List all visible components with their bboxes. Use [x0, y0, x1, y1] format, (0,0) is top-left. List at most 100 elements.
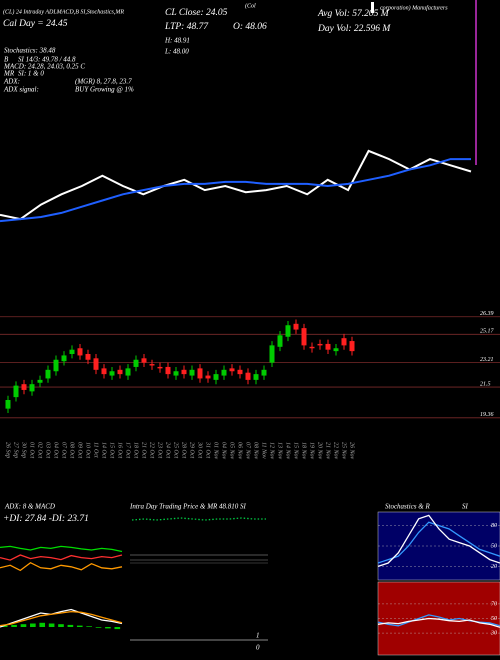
x-tick-label: 15 Oct [109, 442, 115, 458]
ltp-label: LTP: 48.77 [164, 22, 209, 32]
candle-body [245, 372, 251, 380]
series-line [377, 521, 500, 564]
histogram-bar [76, 625, 83, 627]
histogram-bar [1, 625, 8, 627]
x-tick-label: 25 Oct [173, 442, 179, 458]
company-label: corporation) Manufacturers [380, 4, 448, 11]
x-tick-label: 06 Nov [237, 442, 243, 460]
x-tick-label: 04 Nov [221, 442, 228, 460]
candle-body [221, 369, 227, 376]
x-tick-label: 10 Oct [85, 442, 91, 458]
x-tick-label: 01 Nov [213, 442, 219, 460]
y-tick-label: 80 [491, 523, 497, 529]
histogram-bar [20, 624, 27, 627]
x-tick-label: 08 Nov [253, 442, 259, 460]
candle-body [181, 369, 187, 375]
adx-values: (MGR) 8, 27.8, 23.7 [75, 78, 132, 86]
candle-body [125, 368, 131, 376]
x-tick-label: 27 Sep [13, 442, 19, 458]
x-tick-label: 11 Nov [261, 442, 267, 459]
candle-body [189, 369, 195, 376]
candle-body [141, 358, 147, 363]
x-tick-label: 20 Nov [317, 442, 323, 460]
candle-body [349, 341, 355, 352]
annotation: 1 [256, 632, 260, 640]
candle-body [197, 368, 203, 379]
day-label: Cal Day = 24.45 [3, 19, 68, 29]
x-tick-label: 26 Nov [349, 442, 355, 460]
y-tick-label: 70 [491, 601, 497, 607]
x-tick-label: 31 Oct [205, 441, 211, 458]
y-tick-label: 25.17 [480, 329, 495, 335]
y-tick-label: 50 [491, 543, 497, 549]
series-line [0, 561, 123, 572]
mr-si-label: SI: 1 & 0 [18, 70, 44, 78]
x-tick-label: 04 Oct [53, 442, 60, 458]
candle-body [309, 346, 315, 349]
series-line [0, 158, 471, 223]
candle-body [117, 369, 123, 375]
histogram-bar [86, 626, 92, 627]
candle-body [5, 400, 11, 409]
stochastics-label: Stochastics: 38.48 [4, 47, 56, 55]
series-line [0, 554, 123, 561]
x-tick-label: 30 Oct [197, 441, 203, 458]
high-label: H: 48.91 [164, 37, 190, 45]
candle-body [205, 375, 211, 379]
candle-body [85, 354, 91, 360]
adx-label: ADX: [3, 78, 20, 86]
y-tick-label: 23.21 [480, 357, 494, 363]
company-label: (Col [245, 2, 256, 9]
adx-signal-value: BUY Growing @ 1% [75, 86, 134, 94]
mr-label: MR [3, 70, 15, 78]
candle-body [165, 366, 171, 375]
histogram-bar [67, 624, 74, 627]
candle-body [237, 369, 243, 375]
x-tick-label: 05 Nov [229, 442, 235, 460]
x-tick-label: 03 Oct [45, 442, 51, 458]
annotation: 0 [256, 644, 260, 652]
series-line [377, 614, 500, 627]
candle-body [45, 369, 51, 379]
histogram-bar [95, 627, 102, 628]
histogram-bar [58, 624, 64, 627]
histogram-bar [30, 623, 36, 627]
candle-body [21, 384, 27, 390]
marker [371, 2, 374, 13]
histogram-bar [105, 627, 111, 629]
candle-body [333, 348, 339, 352]
candle-body [213, 374, 219, 380]
candle-body [149, 364, 155, 366]
panel-title: Intra Day Trading Price & MR 48.810 SI [129, 503, 247, 511]
y-tick-label: 21.5 [480, 381, 491, 387]
x-tick-label: 24 Oct [165, 442, 172, 458]
candle-body [285, 325, 291, 337]
x-tick-label: 14 Oct [101, 442, 108, 458]
candle-body [61, 355, 67, 362]
low-label: L: 48.00 [164, 48, 189, 56]
x-tick-label: 21 Oct [141, 442, 147, 458]
candle-body [261, 369, 267, 376]
candle-body [325, 343, 331, 350]
x-tick-label: 13 Nov [277, 442, 283, 460]
series-line [377, 514, 500, 568]
candle-body [37, 379, 43, 383]
panel-title: SI [462, 503, 469, 511]
y-tick-label: 20 [491, 564, 497, 570]
x-tick-label: 21 Nov [325, 442, 331, 460]
y-tick-label: 50 [491, 616, 497, 622]
x-tick-label: 23 Oct [157, 442, 163, 458]
x-tick-label: 25 Nov [341, 442, 347, 460]
series-line [0, 149, 472, 221]
histogram-bar [39, 622, 46, 627]
x-tick-label: 30 Sep [21, 441, 27, 458]
study-label: (CL) 24 Intraday ADLMACD,B SI,Stochastic… [3, 8, 124, 15]
x-tick-label: 09 Oct [77, 442, 83, 458]
histogram-bar [11, 624, 17, 627]
panel-subtitle: +DI: 27.84 -DI: 23.71 [3, 514, 89, 524]
candle-body [341, 338, 347, 346]
candle-body [317, 343, 323, 346]
x-tick-label: 07 Oct [61, 442, 67, 458]
